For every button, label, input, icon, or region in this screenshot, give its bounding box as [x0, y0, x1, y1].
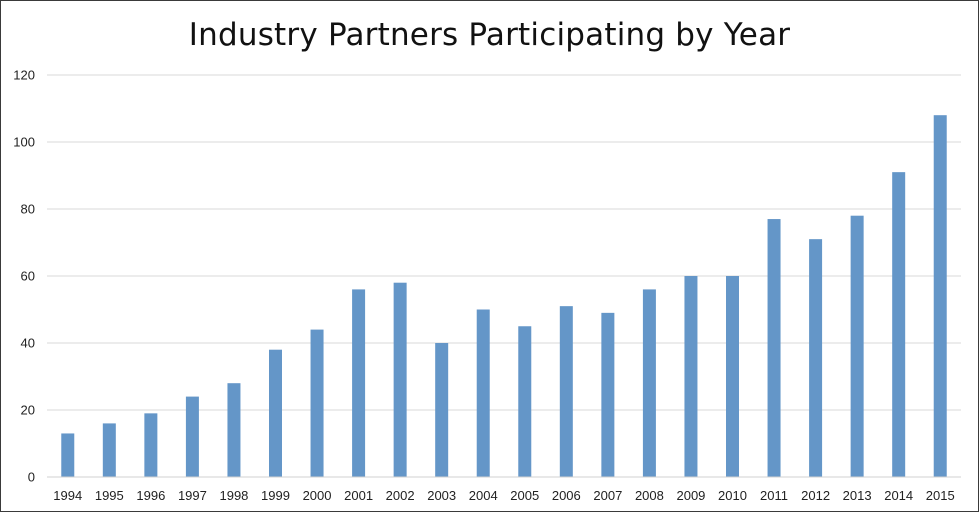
x-tick-label: 2000	[303, 488, 332, 503]
x-tick-label: 2007	[593, 488, 622, 503]
y-tick-label: 0	[28, 470, 35, 485]
x-tick-label: 1998	[219, 488, 248, 503]
bar-2006	[559, 306, 573, 477]
bar-1996	[144, 413, 158, 477]
x-tick-label: 2002	[386, 488, 415, 503]
bars	[61, 115, 947, 478]
bar-2003	[435, 343, 449, 477]
bar-2015	[933, 115, 947, 477]
x-tick-label: 2001	[344, 488, 373, 503]
bar-1995	[102, 423, 116, 477]
bar-2012	[809, 239, 823, 477]
bar-2009	[684, 276, 698, 477]
x-tick-label: 1997	[178, 488, 207, 503]
y-tick-label: 60	[21, 269, 35, 284]
x-tick-label: 2009	[676, 488, 705, 503]
x-tick-label: 2012	[801, 488, 830, 503]
bar-2010	[726, 276, 739, 477]
x-tick-label: 2003	[427, 488, 456, 503]
x-tick-label: 1995	[95, 488, 124, 503]
bar-1997	[185, 396, 199, 477]
y-tick-label: 100	[13, 135, 35, 150]
x-tick-label: 2004	[469, 488, 498, 503]
x-tick-label: 2005	[510, 488, 539, 503]
x-tick-labels: 1994 1995 1996 1997 1998 1999 2000 2001 2002 2003…	[53, 488, 954, 503]
x-tick-label: 2008	[635, 488, 664, 503]
y-tick-label: 20	[21, 403, 35, 418]
bar-2005	[518, 326, 532, 477]
bar-2014	[892, 172, 906, 477]
bar-1998	[227, 383, 241, 477]
bar-1994	[61, 433, 75, 477]
y-tick-label: 120	[13, 68, 35, 83]
y-tick-label: 80	[21, 202, 35, 217]
chart-title: Industry Partners Participating by Year	[188, 17, 791, 53]
y-tick-label: 40	[21, 336, 35, 351]
bar-2004	[476, 309, 490, 477]
x-tick-label: 2015	[926, 488, 955, 503]
bar-2008	[642, 289, 656, 477]
gridlines	[47, 74, 961, 411]
x-tick-label: 2010	[718, 488, 747, 503]
bar-2013	[850, 215, 864, 477]
bar-1999	[269, 349, 282, 477]
y-tick-labels: 0 20 40 60 80 100 120	[13, 68, 35, 485]
bar-2002	[393, 282, 407, 477]
x-tick-label: 2013	[843, 488, 872, 503]
x-tick-label: 1996	[136, 488, 165, 503]
x-tick-label: 2011	[760, 488, 788, 503]
x-tick-label: 1994	[53, 488, 82, 503]
x-tick-label: 1999	[261, 488, 290, 503]
bar-2007	[601, 312, 615, 477]
bar-2011	[767, 219, 781, 478]
bar-2000	[310, 329, 324, 477]
x-tick-label: 2014	[884, 488, 913, 503]
x-tick-label: 2006	[552, 488, 581, 503]
bar-2001	[352, 289, 366, 477]
